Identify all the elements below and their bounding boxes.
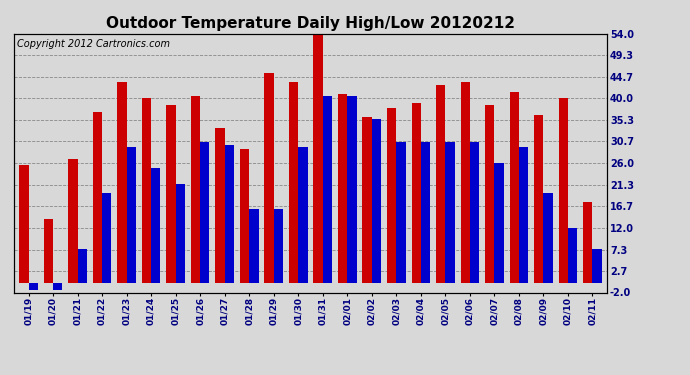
Bar bbox=[289, 82, 298, 283]
Bar bbox=[77, 249, 87, 283]
Title: Outdoor Temperature Daily High/Low 20120212: Outdoor Temperature Daily High/Low 20120… bbox=[106, 16, 515, 31]
Bar bbox=[534, 115, 544, 283]
Bar bbox=[117, 82, 126, 283]
Bar bbox=[470, 142, 479, 283]
Bar bbox=[411, 103, 421, 283]
Bar bbox=[191, 96, 200, 283]
Bar bbox=[544, 193, 553, 283]
Bar bbox=[28, 283, 38, 290]
Bar bbox=[274, 209, 283, 283]
Bar bbox=[495, 163, 504, 283]
Bar bbox=[176, 184, 185, 283]
Bar bbox=[387, 108, 396, 283]
Bar bbox=[485, 105, 495, 283]
Bar bbox=[347, 96, 357, 283]
Bar bbox=[142, 99, 151, 283]
Bar bbox=[200, 142, 210, 283]
Bar bbox=[166, 105, 176, 283]
Bar bbox=[264, 73, 274, 283]
Bar bbox=[436, 85, 445, 283]
Bar bbox=[519, 147, 529, 283]
Bar bbox=[313, 34, 323, 283]
Bar bbox=[510, 92, 519, 283]
Bar bbox=[249, 209, 259, 283]
Text: Copyright 2012 Cartronics.com: Copyright 2012 Cartronics.com bbox=[17, 39, 170, 49]
Bar bbox=[92, 112, 102, 283]
Bar bbox=[338, 94, 347, 283]
Bar bbox=[323, 96, 332, 283]
Bar bbox=[583, 202, 593, 283]
Bar bbox=[151, 168, 161, 283]
Bar bbox=[445, 142, 455, 283]
Bar bbox=[43, 219, 53, 283]
Bar bbox=[460, 82, 470, 283]
Bar bbox=[19, 165, 28, 283]
Bar bbox=[53, 283, 62, 290]
Bar bbox=[215, 129, 225, 283]
Bar bbox=[68, 159, 77, 283]
Bar bbox=[568, 228, 578, 283]
Bar bbox=[396, 142, 406, 283]
Bar bbox=[372, 119, 381, 283]
Bar bbox=[225, 145, 234, 283]
Bar bbox=[593, 249, 602, 283]
Bar bbox=[559, 99, 568, 283]
Bar bbox=[421, 142, 430, 283]
Bar bbox=[102, 193, 111, 283]
Bar bbox=[298, 147, 308, 283]
Bar bbox=[362, 117, 372, 283]
Bar bbox=[126, 147, 136, 283]
Bar bbox=[240, 149, 249, 283]
